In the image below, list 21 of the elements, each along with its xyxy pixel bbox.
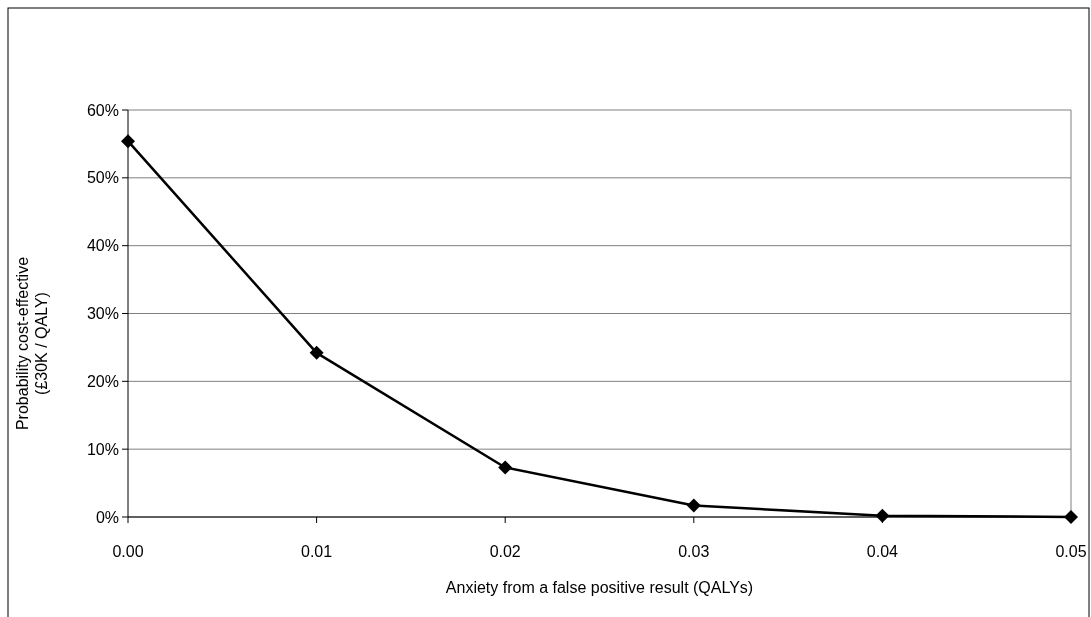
y-tick-label: 20% bbox=[86, 372, 119, 390]
y-tick-label: 0% bbox=[95, 508, 119, 526]
x-tick-label: 0.02 bbox=[489, 543, 521, 560]
x-tick-label: 0.00 bbox=[112, 543, 144, 560]
point bbox=[875, 508, 890, 523]
point bbox=[1064, 510, 1078, 524]
x-tick-label: 0.01 bbox=[301, 543, 333, 560]
point bbox=[498, 460, 513, 475]
point bbox=[121, 134, 135, 149]
x-tick-label: 0.04 bbox=[866, 543, 899, 560]
y-tick-label: 10% bbox=[86, 440, 119, 458]
y-tick-label: 40% bbox=[86, 237, 119, 255]
point bbox=[686, 498, 701, 513]
x-axis-title: Anxiety from a false positive result (QALYs) bbox=[445, 579, 754, 596]
y-tick-label: 50% bbox=[86, 169, 119, 187]
y-tick-label: 60% bbox=[86, 101, 119, 119]
point bbox=[309, 345, 324, 360]
x-tick-label: 0.03 bbox=[678, 543, 710, 560]
x-tick-label: 0.05 bbox=[1055, 543, 1087, 560]
y-tick-label: 30% bbox=[86, 305, 119, 323]
y-axis-title: Probability cost-effective (£30K / QALY) bbox=[14, 256, 50, 431]
